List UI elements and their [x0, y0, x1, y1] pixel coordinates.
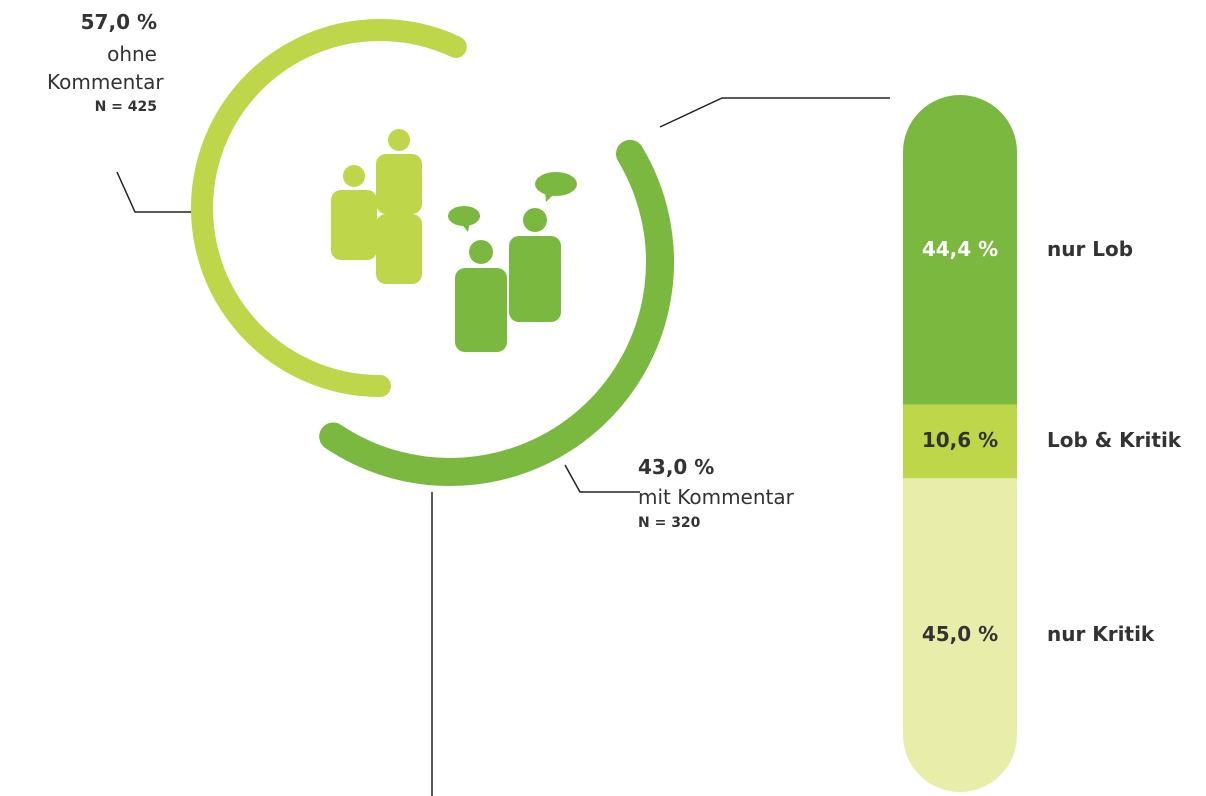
- segment-category-label: Lob & Kritik: [1047, 428, 1182, 453]
- leader-line: [116, 171, 193, 213]
- stacked-bar: [903, 95, 1017, 792]
- ring-annotation: N = 320: [638, 515, 701, 531]
- people-icon: [331, 129, 577, 352]
- bar-segment: [903, 404, 1017, 479]
- segment-value-label: 45,0 %: [921, 622, 999, 647]
- segment-category-label: nur Lob: [1047, 236, 1134, 261]
- ring-arc: [319, 139, 674, 486]
- ring-category-label: ohne Kommentar: [47, 42, 164, 94]
- ring-value-label: 57,0 %: [80, 10, 157, 34]
- segment-category-label: nur Kritik: [1047, 622, 1155, 647]
- bar-segment: [903, 478, 1017, 792]
- segment-value-label: 44,4 %: [921, 236, 999, 261]
- bar-segment: [903, 95, 1017, 405]
- leader-lines: [116, 97, 890, 796]
- segment-value-label: 10,6 %: [921, 428, 999, 453]
- ring-annotation: N = 425: [94, 99, 157, 115]
- leader-line: [564, 464, 640, 493]
- ring-value-label: 43,0 %: [638, 455, 715, 479]
- ring-category-label: mit Kommentar: [638, 485, 794, 509]
- leader-line: [659, 97, 890, 128]
- ring-arc: [191, 19, 467, 397]
